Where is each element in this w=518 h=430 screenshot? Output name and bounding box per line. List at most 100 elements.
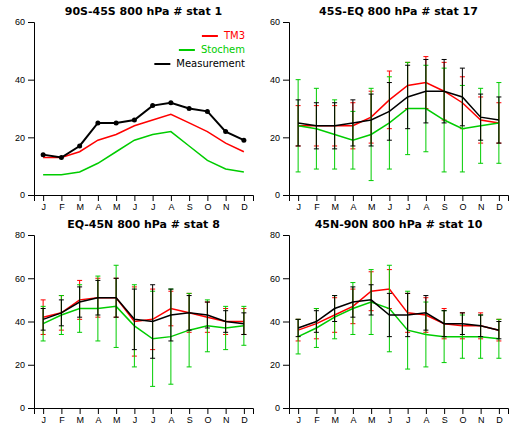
x-tick-mark xyxy=(207,408,208,414)
x-tick: S xyxy=(442,408,448,425)
y-tick-label: 40 xyxy=(270,75,280,85)
x-tick: D xyxy=(241,408,248,425)
y-tick-mark xyxy=(28,365,34,366)
y-tick-label: 0 xyxy=(275,403,280,413)
y-tick: 60 xyxy=(15,17,34,27)
x-tick-label: S xyxy=(442,415,448,425)
x-tick-mark xyxy=(298,408,299,414)
y-tick: 0 xyxy=(275,190,289,200)
error-bar xyxy=(442,311,447,363)
x-tick-label: D xyxy=(496,415,503,425)
y-tick: 20 xyxy=(270,133,289,143)
series-line xyxy=(298,83,499,126)
x-tick-mark xyxy=(80,195,81,201)
x-tick-mark xyxy=(207,195,208,201)
x-tick-label: A xyxy=(95,202,101,212)
x-tick-mark xyxy=(116,195,117,201)
error-bar xyxy=(387,77,392,169)
x-tick-mark xyxy=(189,408,190,414)
y-tick-mark xyxy=(283,195,289,196)
x-tick: S xyxy=(442,195,448,212)
x-tick-mark xyxy=(134,195,135,201)
y-tick-label: 80 xyxy=(270,230,280,240)
series-line xyxy=(43,306,244,338)
x-tick-label: A xyxy=(168,202,174,212)
y-tick: 0 xyxy=(20,190,34,200)
plot-area xyxy=(41,265,247,386)
x-tick-mark xyxy=(408,408,409,414)
x-tick-label: M xyxy=(113,415,121,425)
y-tick-label: 60 xyxy=(270,274,280,284)
y-tick-mark xyxy=(28,322,34,323)
x-tick: J xyxy=(41,408,46,425)
y-tick: 40 xyxy=(270,75,289,85)
x-tick-label: J xyxy=(406,415,411,425)
x-tick-mark xyxy=(426,408,427,414)
y-tick-mark xyxy=(283,235,289,236)
x-tick-mark xyxy=(244,195,245,201)
x-tick: F xyxy=(59,195,65,212)
x-tick: J xyxy=(406,195,411,212)
legend-label: Measurement xyxy=(176,58,245,69)
x-tick-label: J xyxy=(41,202,46,212)
legend-label: Stochem xyxy=(201,44,245,55)
x-tick-label: N xyxy=(478,202,485,212)
series-line xyxy=(298,302,499,339)
series xyxy=(296,57,502,149)
point-marker xyxy=(41,152,46,157)
series xyxy=(296,62,502,180)
x-tick-label: F xyxy=(59,202,65,212)
panel-title: 45S-EQ 800 hPa # stat 17 xyxy=(319,5,478,18)
x-tick: J xyxy=(151,408,156,425)
x-tick-label: M xyxy=(76,415,84,425)
y-tick-mark xyxy=(28,22,34,23)
x-tick: N xyxy=(478,195,485,212)
x-tick-label: A xyxy=(168,415,174,425)
x-tick-mark xyxy=(481,408,482,414)
x-axis: JFMAMJJASOND xyxy=(290,195,509,212)
x-tick: J xyxy=(41,195,46,212)
x-tick-mark xyxy=(499,408,500,414)
x-axis: JFMAMJJASOND xyxy=(290,408,509,425)
x-tick: A xyxy=(95,195,101,212)
x-tick: A xyxy=(423,195,429,212)
x-tick-label: D xyxy=(241,415,248,425)
error-bar xyxy=(132,285,137,367)
y-tick-label: 0 xyxy=(275,190,280,200)
series xyxy=(43,132,244,175)
x-tick-label: O xyxy=(204,415,211,425)
chart: 90S-45S 800 hPa # stat 1JFMAMJJASOND0204… xyxy=(0,0,518,430)
y-tick-mark xyxy=(283,365,289,366)
series xyxy=(296,270,502,341)
y-tick: 20 xyxy=(15,133,34,143)
x-tick: M xyxy=(331,408,339,425)
x-tick: M xyxy=(76,408,84,425)
x-tick-mark xyxy=(171,195,172,201)
y-tick: 40 xyxy=(15,75,34,85)
x-tick-mark xyxy=(61,195,62,201)
x-tick-mark xyxy=(444,408,445,414)
x-tick-label: O xyxy=(459,202,466,212)
x-tick-mark xyxy=(98,195,99,201)
x-tick-mark xyxy=(499,195,500,201)
x-tick-mark xyxy=(462,195,463,201)
x-tick: A xyxy=(95,408,101,425)
series-line xyxy=(43,298,244,324)
legend-item: TM3 xyxy=(202,30,245,41)
x-tick: F xyxy=(314,408,320,425)
y-tick-label: 20 xyxy=(270,360,280,370)
y-axis: 020406080 xyxy=(270,230,290,413)
legend-item: Measurement xyxy=(154,58,245,69)
series-line xyxy=(298,300,499,330)
y-tick-label: 20 xyxy=(15,360,25,370)
x-tick: J xyxy=(133,408,138,425)
x-tick-label: A xyxy=(423,415,429,425)
y-tick-label: 60 xyxy=(15,274,25,284)
x-tick-label: A xyxy=(350,415,356,425)
y-tick-mark xyxy=(28,195,34,196)
y-axis-line xyxy=(283,23,290,196)
x-tick: A xyxy=(168,408,174,425)
point-marker xyxy=(223,129,228,134)
x-tick: O xyxy=(204,408,211,425)
series xyxy=(296,265,502,369)
